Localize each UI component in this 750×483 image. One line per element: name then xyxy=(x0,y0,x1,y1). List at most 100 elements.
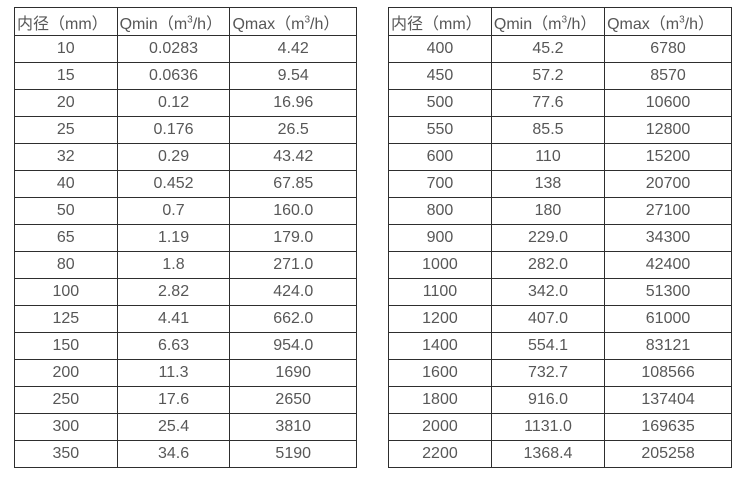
table-cell: 0.0283 xyxy=(116,35,231,63)
table-cell: 11.3 xyxy=(116,359,231,387)
table-cell: 26.5 xyxy=(229,116,357,144)
table-row: 1200 407.0 61000 xyxy=(388,305,732,333)
table-cell: 110 xyxy=(490,143,606,171)
header-qmin-superscript: 3 xyxy=(187,14,193,26)
table-cell: 1600 xyxy=(388,359,492,387)
flow-rate-table-large-diameters: 内径（mm） Qmin（m3/h） Qmax（m3/h） 400 45.2 6780… xyxy=(388,7,732,468)
table-cell: 137404 xyxy=(604,386,732,414)
table-cell: 20700 xyxy=(604,170,732,198)
table-cell: 229.0 xyxy=(490,224,606,252)
table-cell: 16.96 xyxy=(229,89,357,117)
table-cell: 20 xyxy=(14,89,118,117)
table-row: 350 34.6 5190 xyxy=(14,440,357,468)
table-cell: 42400 xyxy=(604,251,732,279)
table-cell: 0.452 xyxy=(116,170,231,198)
table-row: 32 0.29 43.42 xyxy=(14,143,357,171)
header-qmin-text: Qmin（m xyxy=(493,15,562,33)
table-cell: 25.4 xyxy=(116,413,231,441)
table-cell: 40 xyxy=(14,170,118,198)
table-cell: 80 xyxy=(14,251,118,279)
table-cell: 9.54 xyxy=(229,62,357,90)
table-row: 600 110 15200 xyxy=(388,143,732,171)
table-cell: 1400 xyxy=(388,332,492,360)
table-cell: 10 xyxy=(14,35,118,63)
table-cell: 600 xyxy=(388,143,492,171)
header-qmax-superscript: 3 xyxy=(679,14,685,26)
table-cell: 282.0 xyxy=(490,251,606,279)
table-row: 400 45.2 6780 xyxy=(388,35,732,63)
table-cell: 83121 xyxy=(604,332,732,360)
header-qmax-unit-suffix: /h） xyxy=(684,15,715,33)
table-cell: 6780 xyxy=(604,35,732,63)
table-cell: 200 xyxy=(14,359,118,387)
header-qmax-unit-suffix: /h） xyxy=(310,15,340,33)
table-cell: 12800 xyxy=(604,116,732,144)
header-qmax: Qmax（m3/h） xyxy=(229,7,357,36)
table-row: 900 229.0 34300 xyxy=(388,224,732,252)
header-qmin-unit-suffix: /h） xyxy=(567,15,597,33)
header-inner-diameter: 内径（mm） xyxy=(388,7,492,36)
table-cell: 32 xyxy=(14,143,118,171)
table-row: 800 180 27100 xyxy=(388,197,732,225)
table-cell: 400 xyxy=(388,35,492,63)
table-row: 1600 732.7 108566 xyxy=(388,359,732,387)
table-cell: 17.6 xyxy=(116,386,231,414)
table-row: 15 0.0636 9.54 xyxy=(14,62,357,90)
table-cell: 34.6 xyxy=(116,440,231,468)
table-cell: 1.8 xyxy=(116,251,231,279)
table-cell: 50 xyxy=(14,197,118,225)
table-cell: 65 xyxy=(14,224,118,252)
table-row: 550 85.5 12800 xyxy=(388,116,732,144)
table-cell: 2.82 xyxy=(116,278,231,306)
table-cell: 1131.0 xyxy=(490,413,606,441)
table-body-small-diameters: 10 0.0283 4.42 15 0.0636 9.54 20 0.12 16.96 25 0.1… xyxy=(14,35,357,468)
table-cell: 6.63 xyxy=(116,332,231,360)
table-cell: 500 xyxy=(388,89,492,117)
table-cell: 100 xyxy=(14,278,118,306)
table-row: 1000 282.0 42400 xyxy=(388,251,732,279)
table-cell: 10600 xyxy=(604,89,732,117)
header-qmin-text: Qmin（m xyxy=(119,15,188,33)
header-qmax-text: Qmax（m xyxy=(607,15,680,33)
header-qmin: Qmin（m3/h） xyxy=(490,7,606,36)
table-cell: 150 xyxy=(14,332,118,360)
table-cell: 424.0 xyxy=(229,278,357,306)
table-row: 500 77.6 10600 xyxy=(388,89,732,117)
table-cell: 550 xyxy=(388,116,492,144)
header-row: 内径（mm） Qmin（m3/h） Qmax（m3/h） xyxy=(388,7,732,36)
table-cell: 25 xyxy=(14,116,118,144)
header-qmax-superscript: 3 xyxy=(304,14,311,26)
table-cell: 916.0 xyxy=(490,386,606,414)
table-cell: 271.0 xyxy=(229,251,357,279)
table-cell: 250 xyxy=(14,386,118,414)
table-row: 20 0.12 16.96 xyxy=(14,89,357,117)
table-cell: 4.42 xyxy=(229,35,357,63)
table-cell: 954.0 xyxy=(229,332,357,360)
table-row: 200 11.3 1690 xyxy=(14,359,357,387)
table-cell: 342.0 xyxy=(490,278,606,306)
table-cell: 1.19 xyxy=(116,224,231,252)
table-cell: 2650 xyxy=(229,386,357,414)
table-cell: 0.0636 xyxy=(116,62,231,90)
table-cell: 1690 xyxy=(229,359,357,387)
table-cell: 1368.4 xyxy=(490,440,606,468)
table-cell: 108566 xyxy=(604,359,732,387)
table-cell: 138 xyxy=(490,170,606,198)
table-row: 300 25.4 3810 xyxy=(14,413,357,441)
table-cell: 0.7 xyxy=(116,197,231,225)
table-cell: 5190 xyxy=(229,440,357,468)
header-qmin-superscript: 3 xyxy=(561,14,568,26)
table-row: 65 1.19 179.0 xyxy=(14,224,357,252)
table-row: 10 0.0283 4.42 xyxy=(14,35,357,63)
header-qmax-text: Qmax（m xyxy=(232,15,305,33)
table-cell: 125 xyxy=(14,305,118,333)
table-cell: 15 xyxy=(14,62,118,90)
table-row: 1100 342.0 51300 xyxy=(388,278,732,306)
header-inner-diameter: 内径（mm） xyxy=(14,7,118,36)
table-row: 25 0.176 26.5 xyxy=(14,116,357,144)
table-cell: 45.2 xyxy=(490,35,606,63)
table-cell: 61000 xyxy=(604,305,732,333)
table-cell: 2200 xyxy=(388,440,492,468)
table-cell: 160.0 xyxy=(229,197,357,225)
